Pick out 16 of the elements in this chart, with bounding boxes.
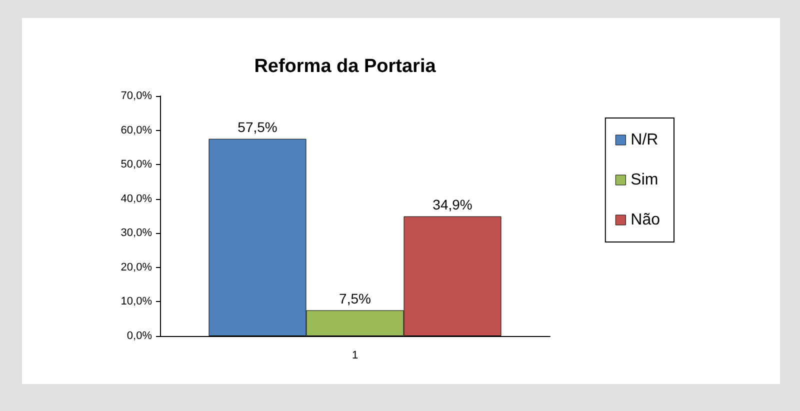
data-label: 57,5% [238, 118, 278, 135]
legend-label: Não [630, 212, 660, 228]
y-tick-label: 40,0% [120, 192, 152, 205]
legend-label: N/R [630, 132, 658, 148]
y-tick-label: 20,0% [120, 261, 152, 274]
y-tick-label: 30,0% [120, 227, 152, 240]
y-tick-label: 10,0% [120, 296, 152, 308]
data-label: 34,9% [432, 196, 472, 212]
y-tick-label: 60,0% [120, 124, 152, 136]
x-tick-label: 1 [352, 350, 358, 362]
y-tick-label: 0,0% [126, 330, 152, 342]
y-tick-label: 70,0% [120, 90, 152, 102]
legend-label: Sim [630, 172, 658, 188]
chart-title: Reforma da Portaria [254, 56, 436, 77]
y-tick-label: 50,0% [120, 158, 152, 171]
data-label: 7,5% [339, 290, 371, 306]
